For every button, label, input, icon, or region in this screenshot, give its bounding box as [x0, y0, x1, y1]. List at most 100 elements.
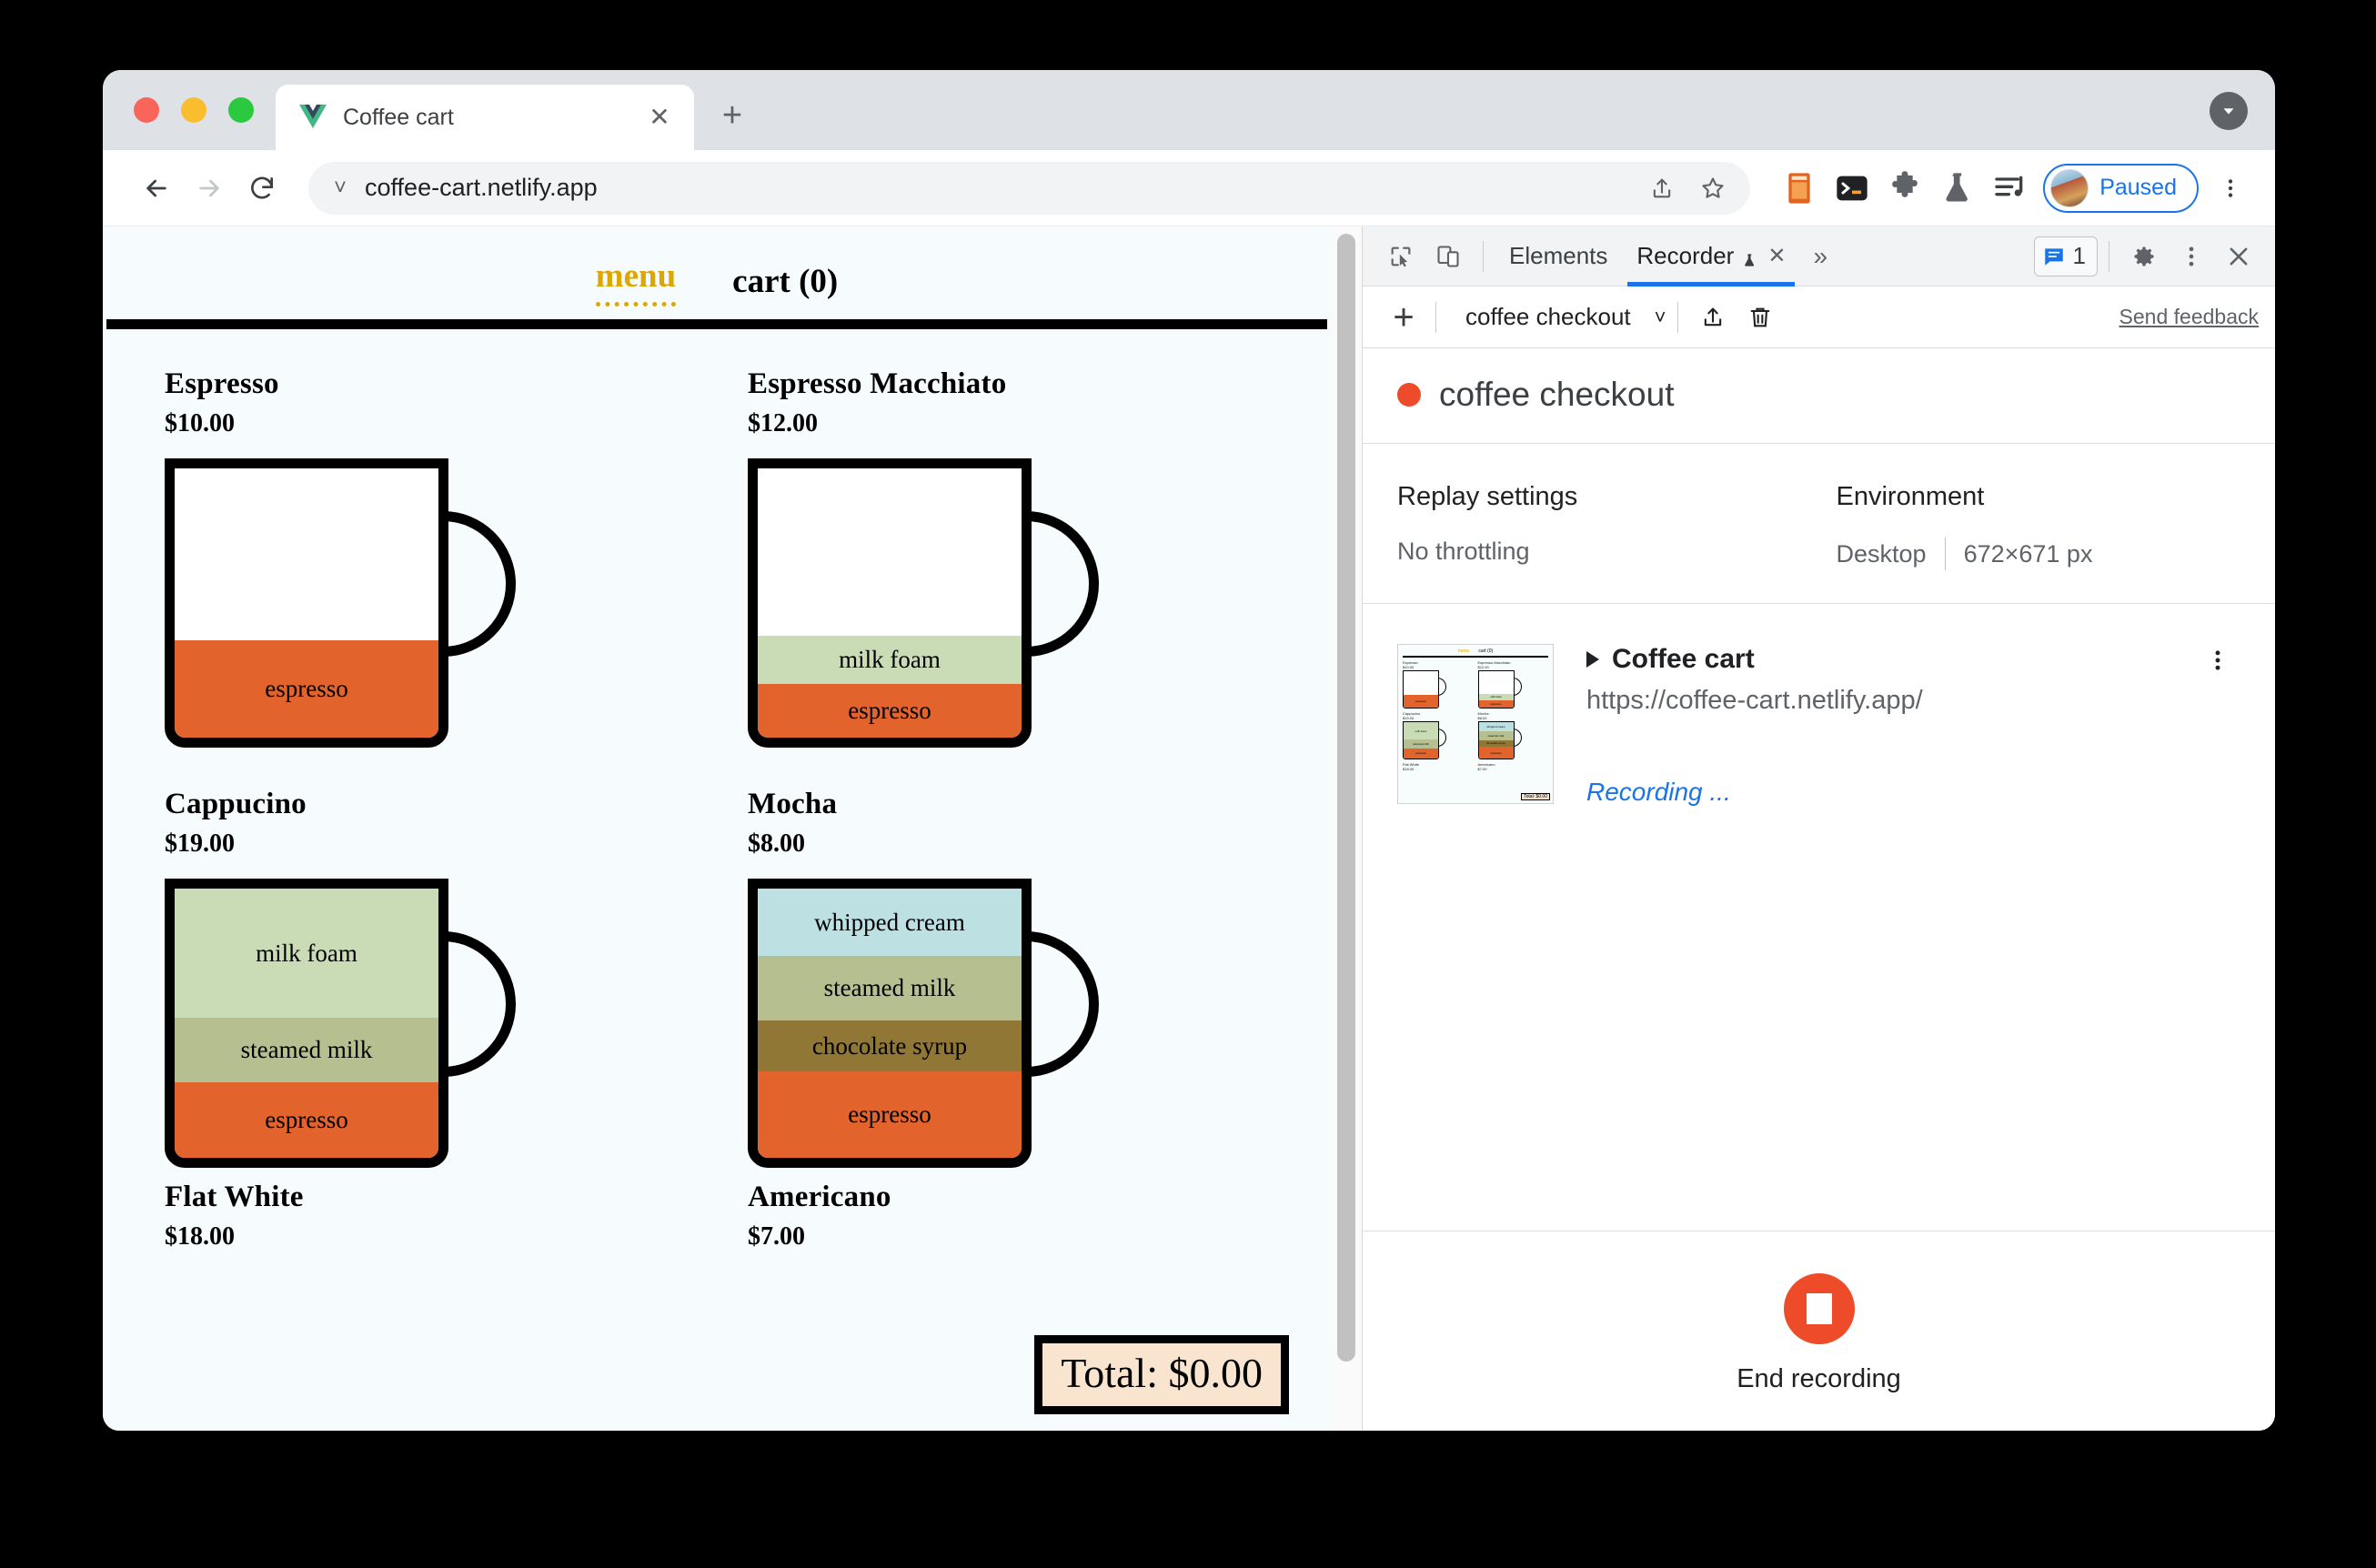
tab-title: Coffee cart	[343, 104, 454, 130]
maximize-window-button[interactable]	[228, 97, 254, 123]
close-icon[interactable]: ✕	[1767, 244, 1787, 268]
product-price: $18.00	[165, 1222, 235, 1251]
plus-icon[interactable]: +	[721, 96, 743, 135]
triangle-right-icon[interactable]	[1586, 651, 1599, 668]
nav-menu-link[interactable]: menu	[595, 256, 677, 307]
cup-handle-icon	[1508, 729, 1522, 747]
mini-cup: whipped cream steamed milk chocolate syr…	[1477, 721, 1522, 759]
browser-tab[interactable]: Coffee cart ✕	[276, 85, 694, 150]
environment-heading: Environment	[1836, 482, 1985, 511]
total-button[interactable]: Total: $0.00	[1034, 1335, 1289, 1414]
cup-handle-icon	[1434, 729, 1446, 747]
puzzle-icon[interactable]	[1887, 170, 1923, 206]
address-bar[interactable]: ˅ coffee-cart.netlify.app	[308, 161, 1751, 215]
message-badge[interactable]: 1	[2033, 236, 2098, 276]
product-card[interactable]: Espresso $10.00 espresso	[165, 367, 683, 748]
trash-icon[interactable]	[1737, 294, 1784, 341]
product-price: $8.00	[748, 829, 805, 858]
page-scrollbar[interactable]	[1331, 226, 1362, 1431]
cup-layer: espresso	[175, 640, 438, 738]
page-screenshot-thumbnail: menu cart (0) Espresso $10.00	[1397, 644, 1554, 804]
arrow-right-icon[interactable]	[183, 162, 236, 215]
step-title-row[interactable]: Coffee cart	[1586, 644, 2197, 675]
product-grid-row-3: Flat White $18.00 Americano $7.00	[103, 1168, 1331, 1251]
share-icon[interactable]	[1641, 167, 1683, 209]
browser-window: Coffee cart ✕ + ˅ coffee-cart.netlify.ap…	[103, 70, 2275, 1431]
toolbar-divider	[1676, 301, 1678, 333]
cup-graphic[interactable]: espresso	[165, 458, 516, 748]
nav-divider	[106, 319, 1327, 329]
mini-divider	[1403, 656, 1548, 658]
recording-select[interactable]: coffee checkout ˅	[1465, 303, 1666, 331]
reload-icon[interactable]	[236, 162, 288, 215]
tab-elements[interactable]: Elements	[1495, 226, 1622, 286]
stop-record-icon[interactable]	[1783, 1273, 1855, 1344]
cup-layer: espresso	[175, 1082, 438, 1158]
terminal-icon[interactable]	[1834, 170, 1870, 206]
devtools-tabbar: Elements Recorder ✕ » 1	[1363, 226, 2275, 286]
product-name: Americano	[748, 1181, 891, 1213]
mini-cup: milk foam steamed milk espresso	[1403, 721, 1446, 759]
product-card[interactable]: Flat White $18.00	[165, 1181, 748, 1251]
cup-layer: steamed milk	[758, 956, 1022, 1021]
send-feedback-link[interactable]: Send feedback	[2119, 305, 2259, 328]
mini-product-name: Espresso	[1403, 660, 1418, 665]
cup-layer: milk foam	[175, 889, 438, 1019]
chevron-down-icon: ˅	[1654, 305, 1666, 328]
scrollbar-thumb[interactable]	[1337, 234, 1355, 1362]
cup-graphic[interactable]: whipped cream steamed milk chocolate syr…	[748, 879, 1099, 1168]
close-icon[interactable]	[2215, 233, 2262, 280]
recording-status: Recording ...	[1586, 778, 1731, 806]
profile-button[interactable]: Paused	[2043, 163, 2199, 213]
environment-viewport: 672×671 px	[1963, 539, 2093, 568]
orange-book-icon[interactable]	[1781, 170, 1817, 206]
recording-settings: Replay settings No throttling Environmen…	[1363, 444, 2275, 604]
cup-graphic[interactable]: milk foam steamed milk espresso	[165, 879, 516, 1168]
nav-cart-link[interactable]: cart (0)	[732, 262, 839, 300]
cup-layer: milk foam	[1478, 693, 1514, 700]
gear-icon[interactable]	[2120, 233, 2168, 280]
chevron-down-circle-icon[interactable]	[2210, 92, 2248, 130]
add-recording-button[interactable]: +	[1393, 297, 1415, 337]
flask-icon[interactable]	[1939, 170, 1976, 206]
product-price: $12.00	[748, 409, 818, 437]
devtools-panel: Elements Recorder ✕ » 1	[1363, 226, 2275, 1431]
minimize-window-button[interactable]	[181, 97, 206, 123]
cup-layer	[758, 468, 1022, 636]
step-item[interactable]: menu cart (0) Espresso $10.00	[1363, 644, 2275, 807]
tab-recorder[interactable]: Recorder ✕	[1622, 226, 1800, 286]
kebab-menu-icon[interactable]	[2168, 233, 2215, 280]
chevron-down-icon[interactable]: ˅	[334, 175, 347, 200]
product-name: Flat White	[165, 1181, 304, 1213]
close-icon[interactable]: ✕	[649, 103, 670, 131]
mini-product-price: $7.00	[1477, 767, 1487, 771]
cup-graphic[interactable]: milk foam espresso	[748, 458, 1099, 748]
recording-title: coffee checkout	[1439, 376, 1675, 413]
media-list-icon[interactable]	[1992, 170, 2029, 206]
inspect-element-icon[interactable]	[1377, 233, 1425, 280]
close-window-button[interactable]	[134, 97, 159, 123]
environment-column: Environment Desktop 672×671 px	[1837, 482, 2276, 570]
kebab-menu-icon[interactable]	[2210, 167, 2251, 209]
replay-throttling-value[interactable]: No throttling	[1397, 538, 1837, 566]
cup-body: milk foam espresso	[748, 458, 1032, 748]
star-icon[interactable]	[1692, 167, 1734, 209]
vue-logo-icon	[299, 105, 327, 130]
product-card[interactable]: Espresso Macchiato $12.00 milk foam espr…	[748, 367, 1266, 748]
product-card[interactable]: Mocha $8.00 whipped cream steamed milk c…	[748, 788, 1266, 1168]
kebab-menu-icon[interactable]	[2197, 644, 2239, 807]
arrow-left-icon[interactable]	[130, 162, 183, 215]
device-toolbar-icon[interactable]	[1425, 233, 1472, 280]
environment-device: Desktop	[1836, 539, 1927, 568]
export-upload-icon[interactable]	[1689, 294, 1737, 341]
record-dot-icon	[1397, 383, 1421, 407]
chevron-double-right-icon[interactable]: »	[1813, 241, 1828, 270]
recorder-footer: End recording	[1363, 1231, 2275, 1431]
product-card[interactable]: Americano $7.00	[748, 1181, 1331, 1251]
mini-product-price: $12.00	[1477, 665, 1489, 669]
product-card[interactable]: Cappucino $19.00 milk foam steamed milk …	[165, 788, 683, 1168]
toolbar-divider	[1483, 240, 1484, 272]
mini-grid: Espresso $10.00 espresso	[1403, 660, 1548, 771]
cup-layer: whipped cream	[758, 889, 1022, 956]
mini-product-price: $18.00	[1403, 767, 1415, 771]
